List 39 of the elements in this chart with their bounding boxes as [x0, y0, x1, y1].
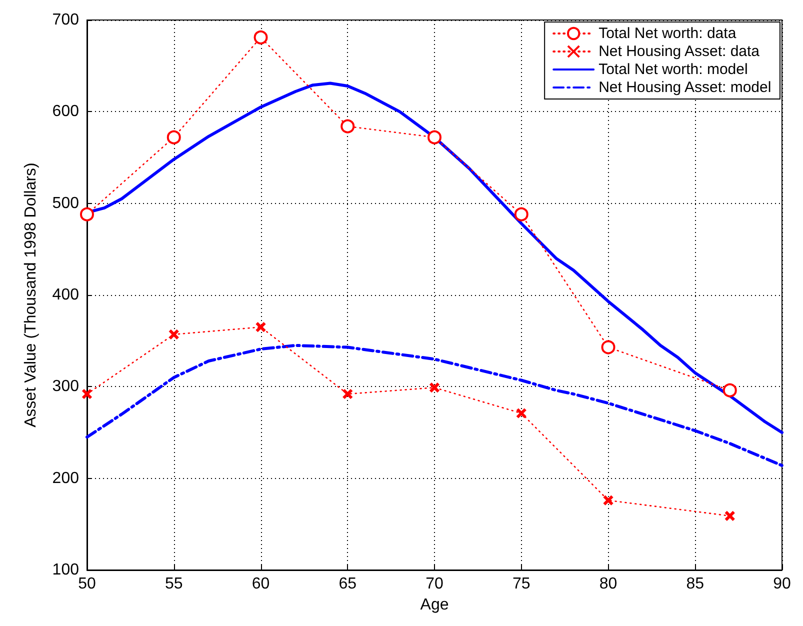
y-tick-label: 100 [52, 562, 80, 578]
legend-label: Net Housing Asset: data [598, 43, 760, 60]
point [514, 207, 528, 222]
legend-label: Total Net worth: model [598, 61, 748, 78]
point [340, 119, 355, 134]
y-tick-label: 600 [52, 103, 80, 120]
point [255, 322, 266, 333]
x-tick-label: 85 [686, 576, 704, 592]
point [724, 510, 736, 522]
x-tick-label: 55 [164, 576, 183, 592]
point [428, 130, 442, 144]
y-tick-label: 700 [52, 12, 80, 28]
point [722, 383, 737, 398]
x-tick-label: 60 [252, 576, 270, 592]
point [601, 340, 616, 354]
x-tick-label: 70 [426, 576, 444, 592]
point [602, 494, 614, 506]
point [80, 207, 94, 222]
y-tick-label: 300 [52, 378, 80, 396]
x-tick-label: 65 [338, 576, 357, 592]
y-tick-label: 400 [52, 286, 80, 304]
x-tick-label: 80 [599, 576, 618, 592]
line-series [86, 344, 784, 467]
point [429, 382, 440, 394]
point [166, 130, 181, 144]
x-tick-label: 50 [78, 576, 96, 592]
point [516, 408, 527, 419]
legend-label: Net Housing Asset: model [598, 79, 772, 96]
legend-label: Total Net worth: data [598, 25, 737, 42]
x-axis-title: Age [420, 596, 449, 614]
x-tick-label: 75 [512, 576, 530, 592]
y-axis-title: Asset Value (Thousand 1998 Dollars) [22, 162, 40, 428]
point [168, 328, 180, 340]
x-tick-label: 90 [773, 576, 791, 592]
point [342, 388, 354, 400]
point [82, 388, 92, 400]
y-tick-label: 200 [52, 470, 80, 487]
y-tick-label: 500 [52, 194, 80, 212]
point [254, 30, 268, 44]
